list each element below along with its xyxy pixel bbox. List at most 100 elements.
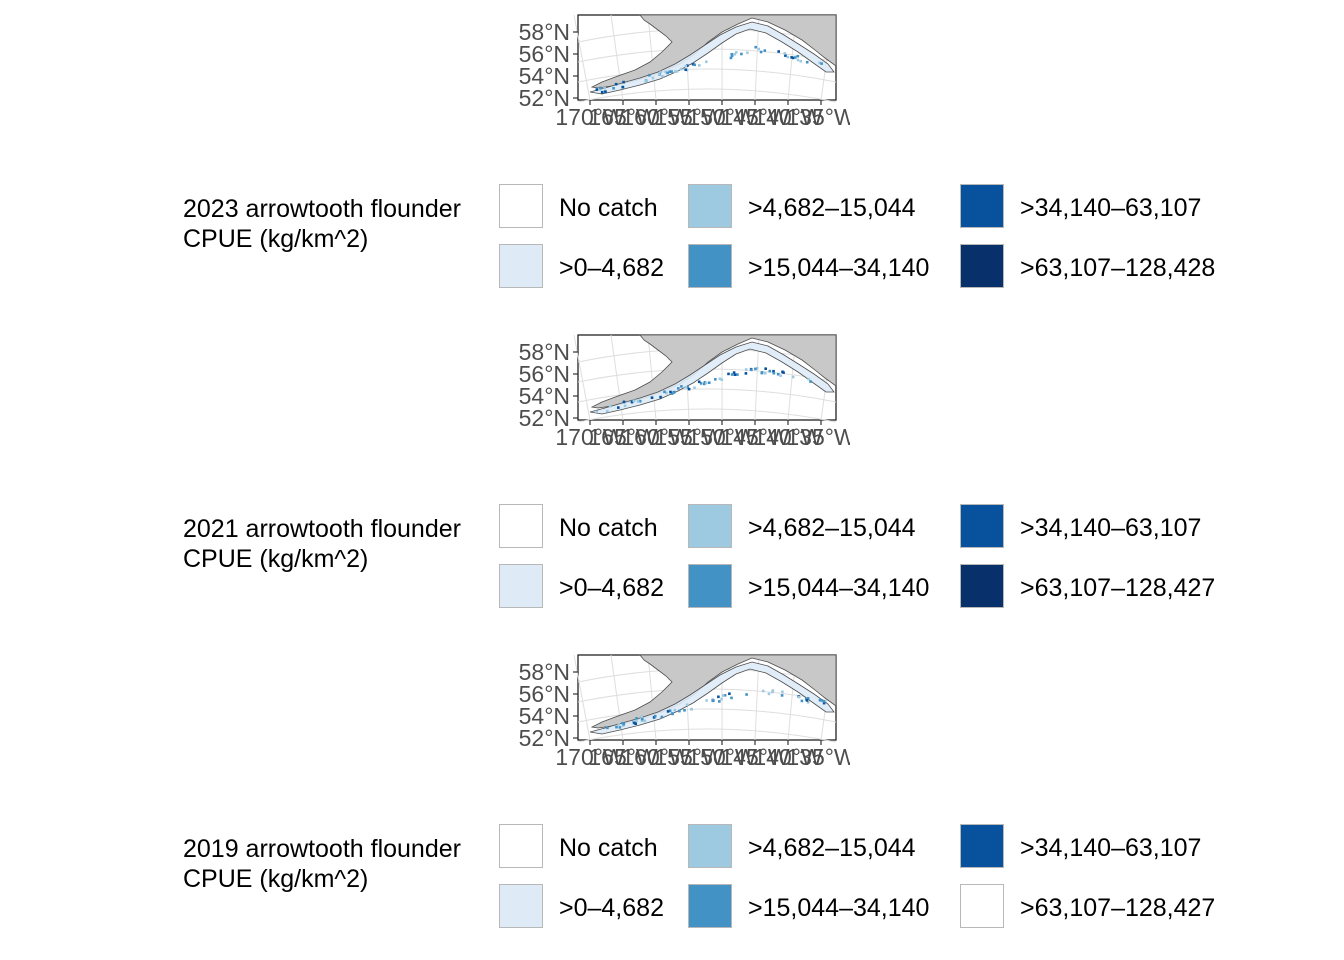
cpue-cell	[783, 52, 787, 55]
legend-swatch	[499, 504, 543, 548]
cpue-cell	[806, 701, 810, 704]
cpue-cell	[666, 71, 669, 75]
cpue-cell	[780, 694, 784, 697]
lon-tick-label: 160°W	[621, 104, 691, 130]
cpue-cell	[622, 400, 626, 404]
survey-map: 58°N56°N54°N52°N 170°W165°W160°W155°W150…	[519, 14, 850, 130]
cpue-cell	[691, 62, 695, 66]
cpue-cell	[638, 399, 642, 403]
lat-tick-label: 54°N	[519, 383, 570, 409]
legend-label: No catch	[559, 514, 658, 542]
lat-tick-label: 52°N	[519, 405, 570, 431]
cpue-cell	[659, 395, 662, 399]
legend-title: 2019 arrowtooth flounder CPUE (kg/km^2)	[183, 834, 493, 894]
cpue-cell	[796, 54, 800, 58]
cpue-cell	[640, 715, 643, 718]
legend-swatch	[688, 504, 732, 548]
legend-label: >63,107–128,427	[1020, 574, 1216, 602]
legend-label: >34,140–63,107	[1020, 194, 1202, 222]
cpue-cell	[779, 374, 782, 377]
cpue-cell	[744, 368, 748, 371]
cpue-panel-2019: 58°N 56°N 54°N 52°N 170°W 165°W 160°W 155°W 150…	[0, 640, 1344, 960]
cpue-cell	[703, 382, 706, 386]
graticule-parallel	[577, 408, 837, 423]
lon-tick-label: 140°W	[753, 744, 823, 770]
cpue-cell	[750, 368, 753, 372]
legend-swatch	[688, 824, 732, 868]
cpue-cell	[623, 404, 627, 408]
legend-label: >34,140–63,107	[1020, 834, 1202, 862]
cpue-cell	[697, 380, 701, 384]
cpue-cell	[767, 692, 771, 696]
cpue-cell	[599, 86, 602, 90]
cpue-panel-2021: 58°N 56°N 54°N 52°N 170°W 165°W 160°W 155°W 150…	[0, 320, 1344, 640]
cpue-cell	[807, 377, 810, 381]
cpue-cell	[664, 70, 667, 74]
legend-swatch	[688, 884, 732, 928]
survey-area	[589, 21, 835, 95]
cpue-cell	[698, 64, 701, 67]
lat-axis: 58°N56°N54°N52°N	[519, 659, 578, 751]
cpue-cell	[746, 51, 749, 55]
lon-tick-label: 160°W	[621, 424, 691, 450]
cpue-cell	[818, 61, 821, 65]
cpue-cell	[661, 75, 664, 78]
cpue-cell	[754, 45, 757, 49]
cpue-cell	[730, 696, 733, 700]
legend-swatch	[960, 564, 1004, 608]
cpue-cell	[650, 396, 654, 399]
graticule-meridian	[573, 334, 591, 421]
graticule-meridian	[573, 14, 591, 101]
cpue-cell	[660, 715, 664, 719]
cpue-cell	[621, 85, 624, 89]
legend-swatch	[499, 884, 543, 928]
cpue-cell	[686, 64, 689, 67]
cpue-cell	[759, 50, 763, 54]
cpue-cell	[685, 703, 689, 706]
cpue-cell	[674, 70, 677, 73]
lat-tick-label: 58°N	[519, 339, 570, 365]
cpue-cells	[595, 45, 823, 94]
lon-tick-label: 145°W	[720, 424, 790, 450]
legend-swatch	[688, 184, 732, 228]
cpue-cell	[643, 719, 647, 723]
lat-axis: 58°N56°N54°N52°N	[519, 339, 578, 431]
cpue-cell	[820, 699, 824, 702]
lon-tick-label: 140°W	[753, 104, 823, 130]
cpue-cell	[679, 67, 683, 71]
legend-swatch	[960, 504, 1004, 548]
cpue-cell	[820, 62, 823, 65]
cpue-cell	[822, 700, 826, 703]
cpue-cell	[718, 700, 721, 703]
cpue-cell	[805, 699, 809, 702]
cpue-cell	[633, 721, 636, 725]
cpue-cell	[760, 371, 764, 375]
cpue-cell	[632, 399, 636, 403]
lon-tick-label: 160°W	[621, 744, 691, 770]
graticule-parallel	[577, 68, 837, 83]
legend-label: >63,107–128,427	[1020, 894, 1216, 922]
cpue-cell	[755, 366, 759, 370]
legend-swatch	[499, 244, 543, 288]
cpue-panel-2023: 58°N 56°N 54°N 52°N 170°W 165°W 160°W 155°W 150…	[0, 0, 1344, 320]
cpue-cell	[720, 378, 724, 381]
legend-swatch	[499, 564, 543, 608]
cpue-cell	[768, 369, 772, 373]
cpue-cell	[790, 56, 793, 59]
cpue-cell	[772, 369, 775, 373]
cpue-cell	[818, 698, 822, 702]
cpue-cell	[791, 375, 795, 379]
legend-label: >0–4,682	[559, 574, 664, 602]
cpue-cell	[693, 386, 696, 389]
legend-title: 2023 arrowtooth flounder CPUE (kg/km^2)	[183, 194, 493, 254]
cpue-cell	[615, 725, 618, 729]
cpue-cell	[668, 70, 671, 73]
lat-tick-label: 56°N	[519, 681, 570, 707]
cpue-cell	[732, 371, 736, 374]
lat-tick-label: 58°N	[519, 19, 570, 45]
lon-tick-label: 145°W	[720, 104, 790, 130]
graticule-meridian	[647, 14, 657, 101]
cpue-cell	[612, 87, 615, 90]
graticule-parallel	[577, 708, 837, 723]
